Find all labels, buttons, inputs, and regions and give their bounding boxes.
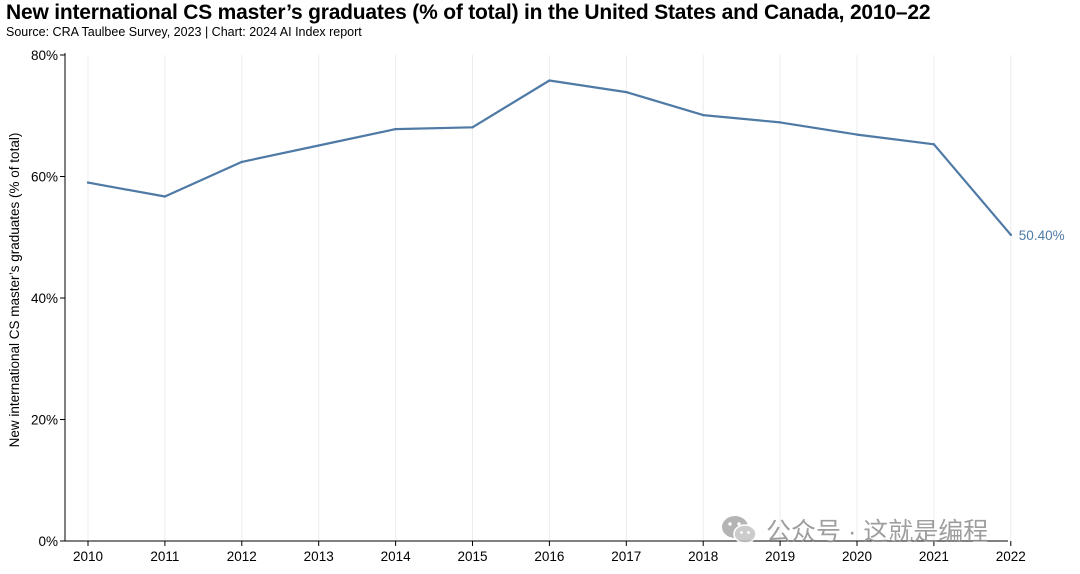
data-point-2020 <box>855 133 859 136</box>
y-axis-ticks: 0% 20% 40% 60% 80% <box>31 48 65 549</box>
x-tick-label: 2022 <box>996 549 1026 564</box>
y-tick-label: 40% <box>31 291 58 306</box>
chart-title: New international CS master’s graduates … <box>6 1 931 24</box>
data-point-2013 <box>317 144 320 147</box>
watermark: 公众号 · 这就是编程 <box>720 512 988 548</box>
data-point-2022 <box>1009 233 1012 237</box>
x-tick-label: 2015 <box>457 549 487 564</box>
x-tick-label: 2018 <box>688 549 718 564</box>
x-tick-label: 2021 <box>919 549 949 564</box>
y-tick-label: 0% <box>38 534 58 549</box>
x-tick-label: 2013 <box>304 549 334 564</box>
x-tick-label: 2017 <box>611 549 641 564</box>
x-tick-label: 2011 <box>150 549 179 564</box>
data-point-2012 <box>240 160 243 164</box>
y-tick-label: 60% <box>31 170 58 185</box>
x-axis-ticks: 2010 2011 2012 2013 2014 2015 2016 2017 2018 2019… <box>73 541 1026 564</box>
data-point-2017 <box>625 90 628 94</box>
end-value-label: 50.40% <box>1019 228 1065 243</box>
x-tick-label: 2019 <box>765 549 795 564</box>
x-tick-label: 2014 <box>381 549 412 564</box>
data-point-2016 <box>548 79 551 82</box>
x-tick-label: 2016 <box>534 549 564 564</box>
data-point-2019 <box>778 121 782 124</box>
x-tick-label: 2020 <box>842 549 872 564</box>
y-tick-label: 20% <box>31 413 58 428</box>
data-point-2014 <box>394 127 397 131</box>
data-point-2011 <box>163 195 167 198</box>
x-tick-label: 2012 <box>227 549 257 564</box>
data-point-2010 <box>86 181 90 184</box>
data-point-2015 <box>471 126 474 129</box>
wechat-icon <box>720 513 758 547</box>
x-tick-label: 2010 <box>73 549 103 564</box>
chart-subtitle: Source: CRA Taulbee Survey, 2023 | Chart… <box>6 25 362 39</box>
y-tick-label: 80% <box>31 48 58 63</box>
vertical-gridlines <box>87 55 1012 541</box>
y-axis-title: New international CS master’s graduates … <box>7 133 22 448</box>
series-points <box>86 79 1012 237</box>
data-point-2018 <box>702 113 705 117</box>
watermark-text: 公众号 · 这就是编程 <box>766 518 989 546</box>
data-point-2021 <box>932 143 936 146</box>
